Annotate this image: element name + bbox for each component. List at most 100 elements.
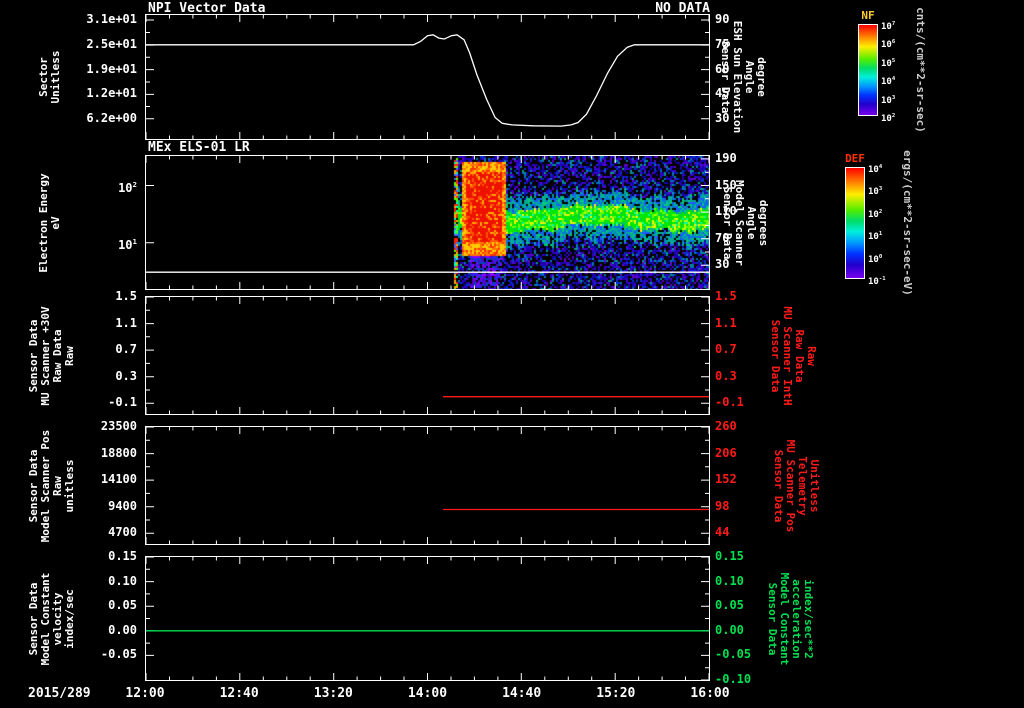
axis-title-line: MU Scanner IntH <box>781 305 794 406</box>
colorbar-tick-label: 10-1 <box>868 276 886 287</box>
axis-title-line: Telemetry <box>796 455 809 516</box>
panel-4-overlay <box>146 427 709 544</box>
axis-title-line: ergs/(cm**2-sr-sec-eV) <box>901 150 914 296</box>
els-spectrogram-canvas <box>146 156 709 289</box>
right-tick-label: 206 <box>715 445 737 460</box>
left-tick-label: 0.00 <box>108 622 137 637</box>
panel-5-plot-area <box>145 556 710 681</box>
axis-title-line: Sensor Data <box>769 319 782 392</box>
colorbar-tick-label: 100 <box>868 253 883 265</box>
left-tick-label: 1.2e+01 <box>86 86 137 101</box>
axis-title-line: Raw <box>63 345 76 366</box>
right-tick-label: 0.00 <box>715 622 744 637</box>
x-tick-label: 14:00 <box>407 686 448 701</box>
left-tick-label: 2.5e+01 <box>86 37 137 52</box>
x-tick-label: 15:20 <box>596 686 636 701</box>
axis-title-line: ESH Sun Elevation <box>731 20 744 134</box>
axis-title-line: index/sec**2 <box>802 578 815 659</box>
colorbar-nf-title: NF <box>861 9 875 22</box>
left-tick-label: -0.1 <box>108 395 137 410</box>
series-line-sun-elevation-angle <box>146 34 709 127</box>
right-tick-label: 1.1 <box>715 315 737 330</box>
right-tick-label: 0.05 <box>715 598 744 613</box>
left-tick-label: 102 <box>118 179 137 195</box>
axis-title-line: Unitless <box>49 50 62 104</box>
right-tick-label: -0.10 <box>715 672 752 686</box>
colorbar-tick-label: 104 <box>881 76 896 88</box>
x-tick-label: 14:40 <box>502 686 542 701</box>
right-tick-label: 0.7 <box>715 342 737 357</box>
axis-title-line: Model Constant <box>778 572 791 665</box>
right-tick-label: 45 <box>715 86 730 101</box>
left-tick-label: 0.3 <box>115 368 137 383</box>
axis-title-line: eV <box>49 215 62 230</box>
left-tick-label: 9400 <box>108 498 137 513</box>
colorbar-tick-label: 102 <box>868 208 883 220</box>
axis-title-line: Sensor Data <box>766 582 779 655</box>
axis-title-line: acceleration <box>790 578 803 659</box>
left-tick-label: 101 <box>118 236 137 252</box>
axis-tick-marks <box>146 557 709 680</box>
panel-npi-title: NPI Vector Data <box>148 1 266 16</box>
x-tick-label: 13:20 <box>313 686 353 701</box>
right-tick-label: 30 <box>715 110 730 125</box>
left-tick-label: 0.15 <box>108 549 137 563</box>
panel-4-plot-area <box>145 426 710 545</box>
right-tick-label: 98 <box>715 498 730 513</box>
colorbar-def-title: DEF <box>845 152 865 165</box>
colorbar-tick-label: 101 <box>868 231 883 243</box>
colorbar-tick-label: 106 <box>881 39 896 51</box>
left-tick-label: 23500 <box>100 419 137 433</box>
axis-title-line: Raw Data <box>793 329 806 382</box>
left-tick-label: 1.5 <box>115 289 137 303</box>
left-tick-label: 4700 <box>108 525 137 540</box>
panel-1-plot-area <box>145 14 710 140</box>
panel-2-plot-area <box>145 155 710 290</box>
colorbar-tick-label: 103 <box>881 94 896 106</box>
left-tick-label: 1.9e+01 <box>86 61 137 76</box>
axis-title-line: Angle <box>743 60 756 94</box>
right-tick-label: 44 <box>715 525 730 540</box>
right-tick-label: 90 <box>715 11 730 26</box>
right-tick-label: 0.15 <box>715 549 744 563</box>
left-tick-label: 0.05 <box>108 598 137 613</box>
left-tick-label: 6.2e+00 <box>86 110 137 125</box>
colorbar-def <box>845 167 865 279</box>
left-tick-label: 0.7 <box>115 342 137 357</box>
axis-title-line: index/sec <box>63 588 76 649</box>
left-tick-label: 14100 <box>100 472 137 487</box>
right-tick-label: -0.1 <box>715 395 744 410</box>
axis-tick-marks <box>146 297 709 414</box>
x-axis-date-label: 2015/289 <box>28 686 91 701</box>
colorbar-nf <box>858 24 878 116</box>
right-tick-label: -0.05 <box>715 647 752 662</box>
colorbar-tick-label: 103 <box>868 186 883 198</box>
axis-title-line: cnts/(cm**2-sr-sec) <box>914 7 927 133</box>
axis-title-line: Sensor Data <box>719 40 732 114</box>
colorbar-tick-label: 107 <box>881 21 896 32</box>
panel-5-overlay <box>146 557 709 680</box>
axis-title-line: Sensor Data <box>772 449 785 522</box>
x-tick-label: 12:00 <box>125 686 165 701</box>
right-tick-label: 1.5 <box>715 289 737 303</box>
right-tick-label: 30 <box>715 257 730 272</box>
right-tick-label: 190 <box>715 150 737 165</box>
x-tick-label: 12:40 <box>219 686 259 701</box>
no-data-status: NO DATA <box>655 1 710 16</box>
panel-2-overlay <box>146 156 709 289</box>
x-tick-label: 16:00 <box>690 686 730 701</box>
panel-1-overlay <box>146 15 709 139</box>
colorbar-tick-label: 105 <box>881 57 896 69</box>
right-tick-label: 110 <box>715 204 737 219</box>
axis-title-line: Raw <box>805 345 818 366</box>
right-tick-label: 0.3 <box>715 368 737 383</box>
left-tick-label: 3.1e+01 <box>86 11 137 26</box>
left-tick-label: 1.1 <box>115 315 137 330</box>
right-tick-label: 60 <box>715 61 730 76</box>
right-tick-label: 0.10 <box>715 573 744 588</box>
panel-els-title: MEx ELS-01 LR <box>148 140 250 155</box>
panel-3-plot-area <box>145 296 710 415</box>
right-tick-label: 260 <box>715 419 737 433</box>
axis-tick-marks <box>146 156 709 289</box>
left-tick-label: -0.05 <box>100 647 137 662</box>
